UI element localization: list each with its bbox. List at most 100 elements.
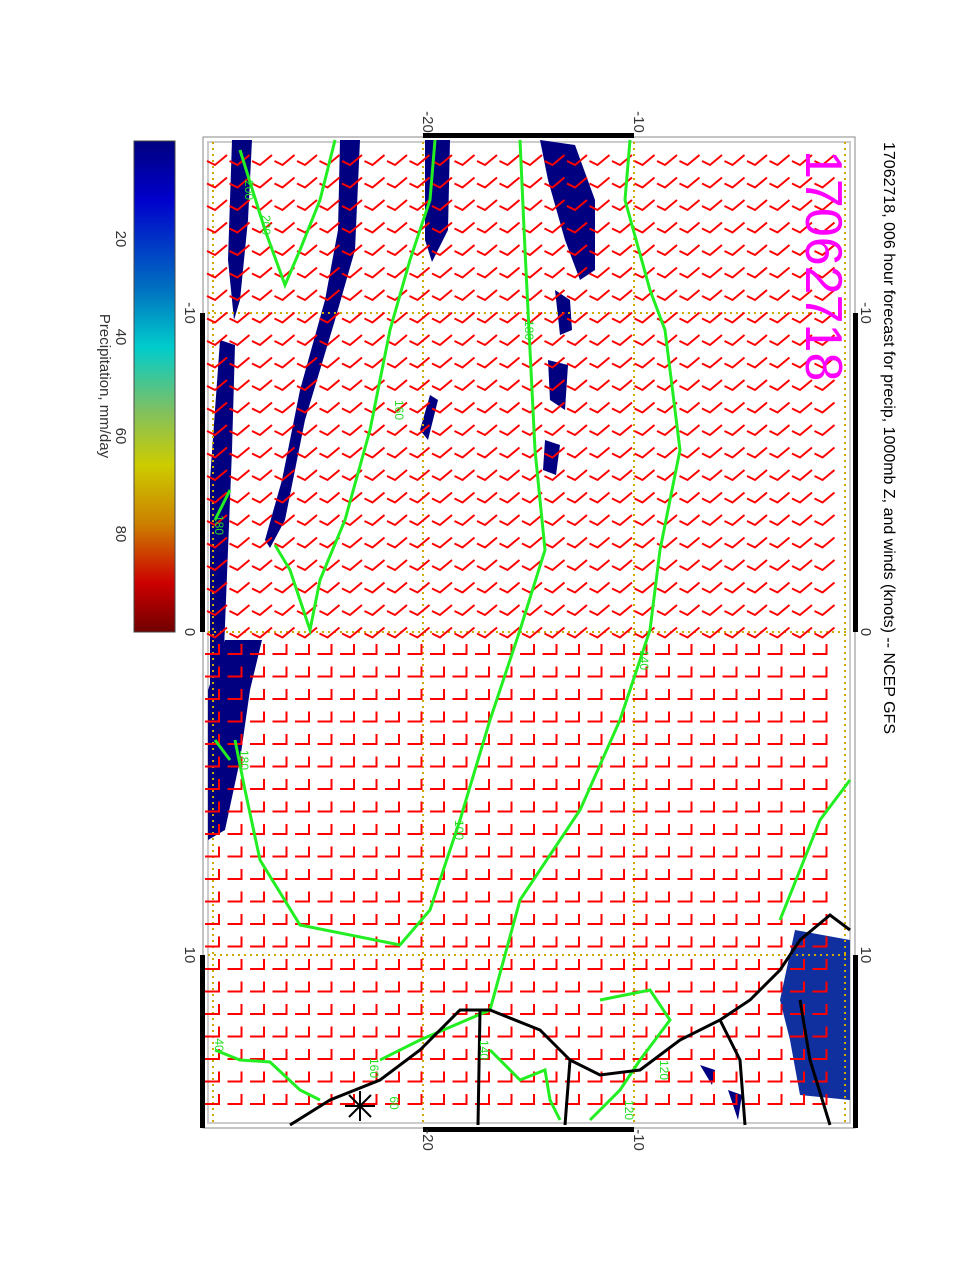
wind-barb [791, 289, 813, 302]
wind-barb [521, 626, 543, 639]
wind-barb [566, 311, 588, 324]
wind-barb [700, 1026, 715, 1038]
wind-barb [475, 779, 490, 790]
wind-barb [409, 289, 431, 302]
wind-barb [790, 891, 805, 903]
wind-barb [497, 711, 513, 723]
wind-barb [385, 779, 400, 790]
wind-barb [724, 469, 746, 482]
wind-barb [319, 221, 341, 234]
wind-barb [655, 869, 670, 880]
wind-barb [701, 559, 723, 572]
wind-barb [475, 756, 490, 768]
wind-barb [724, 289, 746, 302]
wind-barb [319, 469, 341, 482]
wind-barb [634, 311, 656, 324]
wind-barb [499, 469, 521, 482]
wind-barb [724, 626, 746, 639]
wind-barb [790, 869, 805, 880]
wind-barb [677, 1094, 693, 1105]
wind-barb [430, 689, 445, 700]
wind-barb [452, 644, 468, 655]
wind-barb [250, 914, 265, 925]
wind-barb [769, 379, 791, 392]
wind-barb [386, 176, 408, 189]
wind-barb [319, 266, 341, 279]
wind-barb [611, 289, 633, 302]
wind-barb [407, 801, 423, 813]
wind-barb [431, 176, 453, 189]
wind-barb [340, 891, 355, 903]
wind-barb [814, 559, 836, 572]
wind-barb [565, 644, 580, 655]
wind-barb [679, 379, 701, 392]
contour-label: 140 [637, 650, 651, 670]
wind-barb [791, 491, 813, 504]
wind-barb [769, 626, 791, 639]
wind-barb [341, 604, 363, 617]
wind-barb [610, 869, 625, 880]
wind-barb [677, 711, 693, 723]
wind-barb [814, 244, 836, 257]
wind-barb [499, 221, 521, 234]
wind-barb [227, 734, 243, 745]
wind-barb [452, 689, 468, 700]
wind-barb [722, 869, 738, 880]
wind-barb [499, 491, 521, 504]
wind-barb [295, 801, 310, 813]
wind-barb [812, 1094, 828, 1105]
wind-barb [295, 1071, 310, 1083]
wind-barb [497, 689, 513, 700]
wind-barb [385, 959, 400, 970]
wind-barb [206, 446, 228, 459]
wind-barb [722, 824, 738, 835]
wind-barb [542, 666, 558, 678]
wind-barb [452, 1049, 468, 1060]
wind-barb [521, 199, 543, 212]
wind-barb [655, 711, 670, 723]
wind-barb [812, 734, 828, 745]
wind-barb [362, 1004, 378, 1015]
wind-barb [520, 711, 535, 723]
wind-barb [521, 154, 543, 167]
wind-barb [745, 891, 760, 903]
wind-barb [544, 514, 566, 527]
wind-barb [520, 666, 535, 678]
wind-barb [362, 734, 378, 745]
wind-barb [362, 1094, 378, 1105]
wind-barb [476, 289, 498, 302]
wind-barb [542, 1004, 558, 1015]
wind-barb [319, 199, 341, 212]
wind-barb [634, 199, 656, 212]
wind-barb [746, 311, 768, 324]
wind-barb [767, 869, 783, 880]
wind-barb [407, 1094, 423, 1105]
wind-barb [701, 604, 723, 617]
wind-barb [499, 401, 521, 414]
wind-barb [700, 801, 715, 813]
wind-barb [814, 581, 836, 594]
wind-barb [205, 891, 220, 903]
wind-barb [544, 199, 566, 212]
wind-barb [340, 711, 355, 723]
wind-barb [679, 289, 701, 302]
wind-barb [407, 891, 423, 903]
wind-barb [746, 289, 768, 302]
wind-barb [319, 311, 341, 324]
wind-barb [656, 244, 678, 257]
wind-barb [610, 891, 625, 903]
wind-barb [544, 559, 566, 572]
wind-barb [610, 914, 625, 925]
wind-barb [767, 891, 783, 903]
wind-barb [632, 644, 648, 655]
wind-barb [812, 666, 828, 678]
wind-barb [521, 491, 543, 504]
wind-barb [610, 981, 625, 993]
wind-barb [746, 401, 768, 414]
wind-barb [497, 779, 513, 790]
wind-barb [587, 936, 603, 948]
wind-barb [701, 491, 723, 504]
wind-barb [745, 846, 760, 858]
wind-barb [250, 756, 265, 768]
wind-barb [769, 176, 791, 189]
